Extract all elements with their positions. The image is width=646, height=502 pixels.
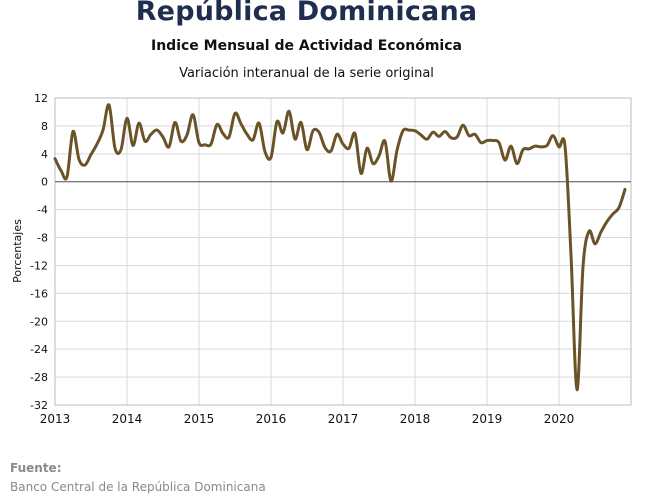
source-text: Banco Central de la República Dominicana xyxy=(10,480,266,494)
y-tick-label: -8 xyxy=(37,232,48,245)
y-axis-label: Porcentajes xyxy=(11,219,24,283)
y-tick-label: -16 xyxy=(30,287,48,300)
chart-subtitle: Indice Mensual de Actividad Económica xyxy=(151,38,462,54)
x-axis-ticks: 2013 2014 2015 2016 2017 2018 2019 2020 xyxy=(40,412,575,426)
series-line xyxy=(53,103,627,392)
y-axis-ticks: 12 8 4 0 -4 -8 -12 -16 -20 -24 -28 -32 xyxy=(30,92,48,412)
y-tick-label: -28 xyxy=(30,371,48,384)
x-tick-label: 2014 xyxy=(112,412,143,426)
plot-frame xyxy=(54,97,632,406)
y-tick-label: 4 xyxy=(41,148,48,161)
x-tick-label: 2015 xyxy=(184,412,215,426)
chart-subtitle-2: Variación interanual de la serie origina… xyxy=(179,66,434,81)
x-tick-label: 2018 xyxy=(400,412,431,426)
chart-title: República Dominicana xyxy=(135,0,478,27)
x-tick-label: 2013 xyxy=(40,412,71,426)
y-tick-label: -20 xyxy=(30,315,48,328)
x-tick-label: 2019 xyxy=(472,412,503,426)
x-tick-label: 2020 xyxy=(544,412,575,426)
series-points xyxy=(54,103,627,391)
y-tick-label: -12 xyxy=(30,259,48,272)
y-tick-label: 8 xyxy=(41,120,48,133)
y-tick-label: -24 xyxy=(30,343,48,356)
y-tick-label: -32 xyxy=(30,399,48,412)
x-tick-label: 2017 xyxy=(328,412,359,426)
y-tick-label: -4 xyxy=(37,204,48,217)
x-tick-label: 2016 xyxy=(256,412,287,426)
y-tick-label: 12 xyxy=(34,92,48,105)
source-label: Fuente: xyxy=(10,461,62,475)
y-tick-label: 0 xyxy=(41,176,48,189)
